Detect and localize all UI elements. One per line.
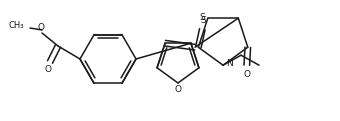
Text: S: S: [201, 16, 206, 25]
Text: O: O: [45, 65, 51, 75]
Text: O: O: [174, 86, 182, 95]
Text: CH₃: CH₃: [8, 20, 24, 30]
Text: O: O: [243, 70, 250, 79]
Text: N: N: [226, 59, 233, 68]
Text: O: O: [37, 23, 45, 31]
Text: S: S: [199, 13, 205, 22]
